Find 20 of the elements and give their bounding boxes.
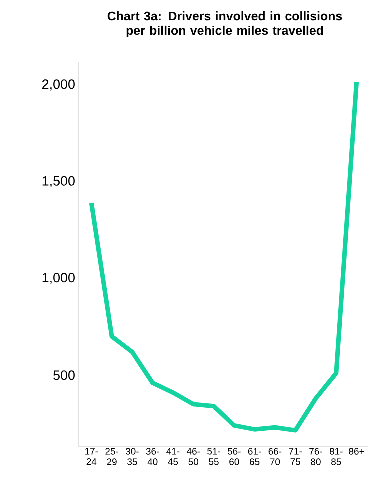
- line-series: [89, 80, 360, 433]
- y-tick-label: 2,000: [42, 80, 75, 91]
- x-tick-label: 51-55: [208, 448, 220, 466]
- x-tick-label: 61-65: [248, 448, 262, 466]
- x-tick-label: 25-29: [106, 448, 118, 466]
- x-tick-label: 66-70: [268, 448, 282, 466]
- x-tick-label: 30-35: [126, 448, 139, 466]
- x-tick-label: 36-40: [146, 448, 160, 466]
- x-tick-label: 86+: [349, 448, 364, 455]
- chart-title: Chart 3a: Drivers involved in collisions per billion vehicle miles travelled: [108, 12, 342, 38]
- y-tick-label: 1,500: [42, 176, 75, 188]
- x-tick-label: 81-85: [330, 448, 343, 466]
- y-tick-label: 500: [54, 370, 75, 380]
- x-tick-label: 76-80: [310, 448, 322, 466]
- x-tick-label: 17-24: [86, 448, 98, 466]
- x-tick-label: 56-60: [228, 448, 241, 466]
- x-tick-label: 46-50: [187, 448, 200, 466]
- x-tick-label: 71-75: [289, 448, 302, 466]
- x-tick-label: 41-45: [166, 448, 180, 466]
- y-tick-label: 1,000: [42, 273, 75, 284]
